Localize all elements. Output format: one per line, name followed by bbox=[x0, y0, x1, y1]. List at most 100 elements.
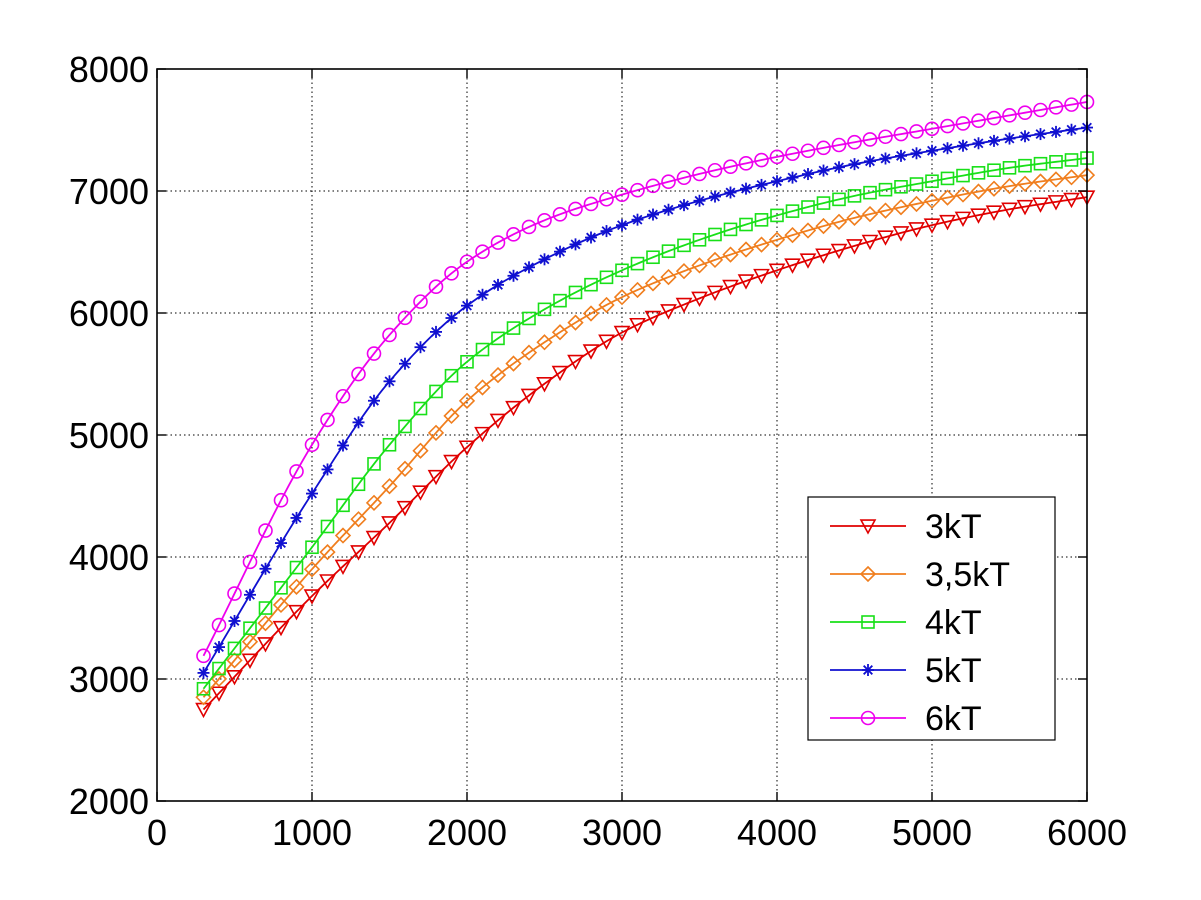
data-point bbox=[754, 213, 769, 227]
data-point bbox=[368, 394, 380, 407]
data-point bbox=[892, 199, 910, 216]
data-point bbox=[551, 324, 569, 341]
data-point bbox=[972, 137, 985, 150]
data-point bbox=[585, 231, 597, 244]
data-point bbox=[334, 559, 352, 576]
data-point bbox=[647, 208, 659, 221]
data-point bbox=[675, 263, 693, 280]
data-point bbox=[739, 217, 753, 232]
data-point bbox=[691, 291, 708, 308]
data-point bbox=[474, 426, 491, 443]
data-point bbox=[954, 211, 972, 227]
data-point bbox=[413, 401, 428, 416]
data-point bbox=[196, 648, 211, 664]
data-point bbox=[350, 545, 367, 561]
data-point bbox=[662, 203, 675, 216]
data-point bbox=[551, 365, 569, 382]
data-point bbox=[306, 487, 318, 500]
data-point bbox=[770, 208, 784, 223]
y-tick-label: 5000 bbox=[69, 415, 149, 456]
data-point bbox=[940, 171, 955, 186]
data-point bbox=[831, 137, 847, 153]
data-point bbox=[644, 275, 662, 292]
data-point bbox=[815, 217, 832, 235]
data-point bbox=[381, 516, 398, 532]
series-line bbox=[202, 126, 1088, 674]
data-point bbox=[228, 614, 241, 627]
data-point bbox=[722, 279, 739, 296]
data-point bbox=[506, 321, 521, 335]
data-point bbox=[923, 192, 941, 209]
y-tick-label: 2000 bbox=[69, 781, 149, 822]
x-tick-label: 5000 bbox=[892, 812, 972, 853]
data-point bbox=[660, 268, 677, 286]
data-point bbox=[957, 139, 969, 152]
data-point bbox=[846, 239, 863, 255]
data-point bbox=[661, 244, 676, 258]
data-point bbox=[583, 196, 599, 212]
data-point bbox=[383, 375, 396, 388]
data-point bbox=[522, 311, 536, 326]
data-point bbox=[598, 296, 615, 314]
y-tick-label: 6000 bbox=[69, 293, 149, 334]
data-point bbox=[397, 310, 413, 326]
data-point bbox=[507, 269, 520, 282]
data-point bbox=[475, 244, 490, 259]
data-point bbox=[257, 615, 274, 632]
x-tick-label: 0 bbox=[147, 812, 167, 853]
legend-item: 4kT bbox=[830, 604, 982, 642]
data-point bbox=[1063, 192, 1080, 209]
data-point bbox=[630, 182, 645, 198]
data-point bbox=[600, 225, 613, 238]
data-point bbox=[707, 162, 723, 178]
data-point bbox=[506, 227, 521, 242]
data-point bbox=[706, 251, 724, 269]
data-point bbox=[646, 250, 660, 265]
data-point bbox=[737, 274, 755, 290]
data-point bbox=[210, 670, 228, 688]
data-point bbox=[661, 174, 676, 190]
data-point bbox=[536, 377, 553, 393]
data-point bbox=[536, 334, 553, 351]
data-point bbox=[909, 177, 924, 191]
data-point bbox=[241, 633, 259, 650]
data-point bbox=[847, 189, 862, 203]
data-point bbox=[754, 152, 769, 168]
data-point bbox=[862, 132, 878, 147]
data-point bbox=[226, 669, 243, 686]
data-point bbox=[614, 187, 630, 202]
data-point bbox=[242, 554, 258, 570]
axis-ticks: 0 1000 2000 3000 4000 5000 6000 2000 3000 4000 500… bbox=[69, 49, 1127, 853]
data-point bbox=[832, 192, 846, 207]
data-point bbox=[227, 586, 242, 601]
data-point bbox=[599, 191, 614, 207]
data-point bbox=[365, 494, 383, 511]
data-point bbox=[336, 498, 350, 513]
data-point bbox=[1002, 161, 1017, 175]
data-point bbox=[351, 477, 366, 492]
data-point bbox=[768, 231, 786, 248]
data-point bbox=[954, 186, 972, 203]
y-tick-label: 8000 bbox=[69, 49, 149, 90]
data-point bbox=[676, 170, 692, 186]
data-point bbox=[644, 310, 662, 327]
legend-item: 3,5kT bbox=[830, 556, 1010, 594]
data-point bbox=[521, 219, 537, 235]
data-point bbox=[1016, 175, 1034, 192]
data-point bbox=[444, 368, 459, 383]
data-point bbox=[367, 457, 381, 471]
data-point bbox=[678, 199, 690, 212]
data-point bbox=[864, 155, 876, 168]
data-point bbox=[213, 641, 225, 654]
data-point bbox=[691, 257, 708, 274]
data-point bbox=[1033, 156, 1048, 171]
data-point bbox=[971, 113, 986, 129]
legend-label: 5kT bbox=[925, 652, 982, 690]
data-point bbox=[1047, 171, 1065, 188]
data-point bbox=[1017, 105, 1033, 120]
data-point bbox=[427, 424, 445, 441]
data-point bbox=[830, 213, 848, 230]
data-point bbox=[320, 412, 335, 428]
data-point bbox=[1003, 132, 1016, 145]
data-point bbox=[492, 278, 504, 291]
